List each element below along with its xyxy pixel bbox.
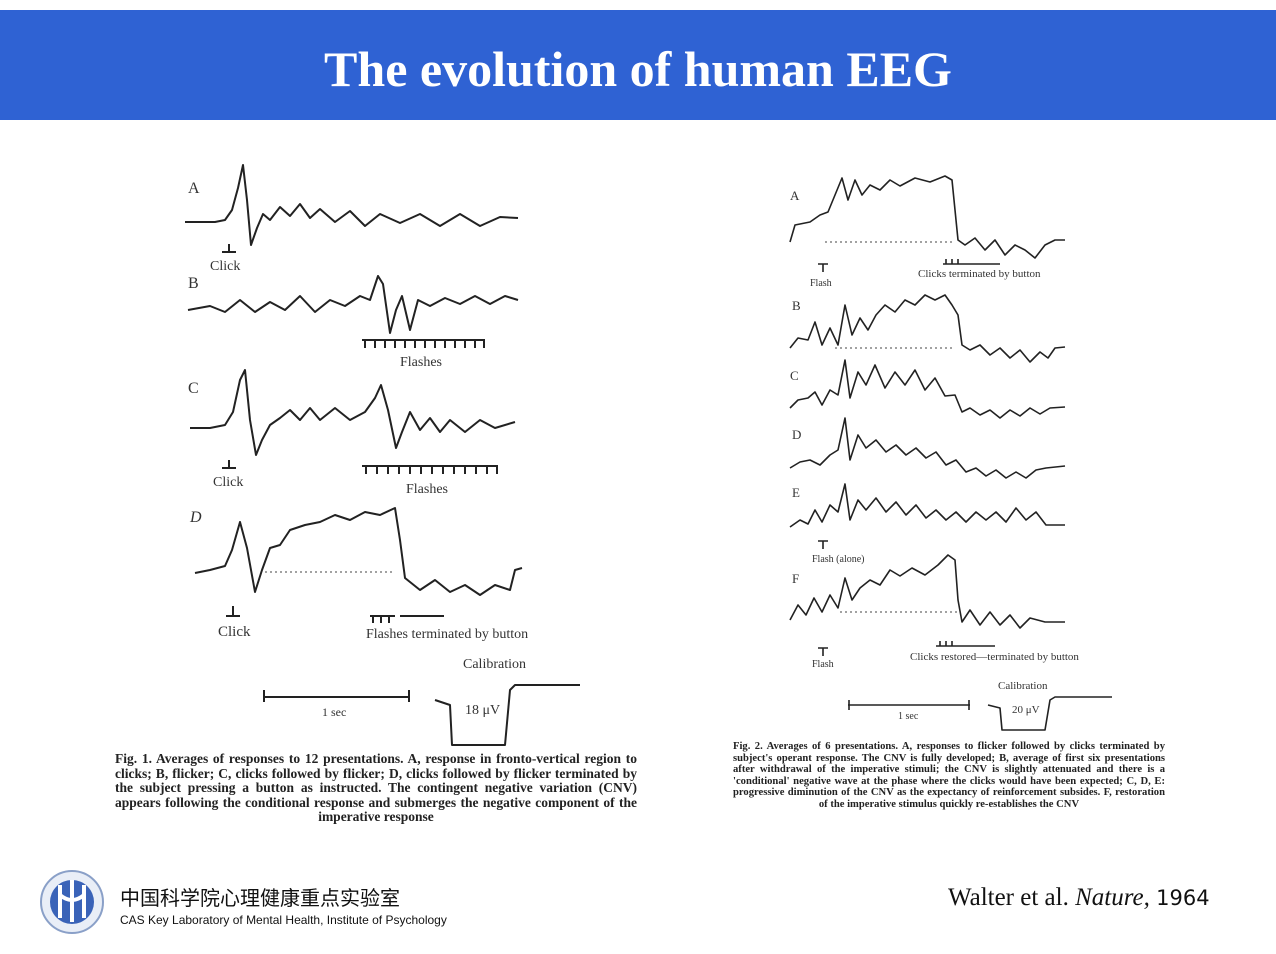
calibration-amplitude: [987, 696, 1112, 731]
annotation: Flashes: [406, 482, 448, 497]
annotation: Flash: [812, 659, 834, 670]
institution-en: CAS Key Laboratory of Mental Health, Ins…: [120, 913, 447, 927]
citation: Walter et al. Nature, 1964: [948, 884, 1210, 912]
click-marker: [222, 244, 236, 253]
click-marker: [226, 606, 240, 617]
annotation: Click: [210, 259, 240, 274]
figure-1-labels: A Click B Flashes C Click Flashes D Clic…: [188, 180, 528, 719]
panel-label: D: [792, 427, 801, 442]
calibration-title: Calibration: [998, 680, 1048, 692]
flash-comb: [362, 465, 498, 474]
eeg-trace: [789, 483, 1065, 528]
citation-year: 1964: [1156, 886, 1210, 910]
panel-label: A: [188, 180, 200, 197]
eeg-trace: [185, 164, 519, 246]
figure-1-traces: [185, 164, 580, 746]
eeg-trace: [789, 294, 1066, 363]
annotation: Flash (alone): [812, 554, 865, 565]
eeg-trace: [194, 507, 523, 596]
institution-cn: 中国科学院心理健康重点实验室: [120, 886, 400, 910]
eeg-trace: [789, 417, 1066, 479]
annotation: Clicks terminated by button: [918, 268, 1041, 280]
citation-authors: Walter et al.: [948, 884, 1069, 911]
flash-marker: [818, 647, 828, 656]
eeg-trace: [789, 554, 1065, 629]
calibration-time: [848, 700, 970, 710]
figure-caption: Fig. 2. Averages of 6 presentations. A, …: [733, 741, 1165, 810]
slide-title: The evolution of human EEG: [324, 41, 952, 97]
calibration-amplitude: [434, 684, 580, 746]
logo: [40, 870, 104, 934]
calibration-time-label: 1 sec: [322, 705, 346, 719]
flash-comb: [362, 339, 485, 348]
calibration-title: Calibration: [463, 657, 526, 672]
click-marker: [943, 259, 1000, 265]
panel-label: C: [790, 368, 799, 383]
panel-label: E: [792, 485, 800, 500]
annotation: Flashes terminated by button: [366, 627, 528, 642]
click-marker: [936, 641, 995, 647]
calibration-amplitude-label: 18 μV: [465, 703, 500, 718]
flash-marker: [818, 540, 828, 549]
eeg-trace: [190, 369, 516, 456]
flash-marker: [818, 263, 828, 272]
eeg-trace: [187, 275, 519, 334]
panel-label: A: [790, 188, 800, 203]
figure-2-labels: A Flash Clicks terminated by button B C …: [790, 188, 1079, 722]
figure-caption: Fig. 1. Averages of responses to 12 pres…: [115, 751, 637, 824]
panel-label: B: [188, 275, 199, 292]
click-marker: [222, 460, 236, 469]
calibration-amplitude-label: 20 μV: [1012, 704, 1040, 716]
panel-label: D: [189, 509, 202, 526]
panel-label: F: [792, 571, 799, 586]
panel-label: B: [792, 298, 801, 313]
annotation: Clicks restored—terminated by button: [910, 651, 1079, 663]
annotation: Flashes: [400, 355, 442, 370]
header-bar: The evolution of human EEG: [0, 10, 1276, 120]
annotation: Click: [213, 475, 243, 490]
eeg-trace: [789, 359, 1066, 419]
annotation: Click: [218, 624, 251, 640]
flash-marker: [370, 615, 444, 623]
citation-journal: Nature,: [1075, 884, 1150, 911]
annotation: Flash: [810, 278, 832, 289]
figure-2-traces: [789, 175, 1112, 731]
calibration-time-label: 1 sec: [898, 711, 919, 722]
panel-label: C: [188, 380, 199, 397]
eeg-trace: [789, 175, 1065, 259]
calibration-time: [263, 690, 410, 702]
